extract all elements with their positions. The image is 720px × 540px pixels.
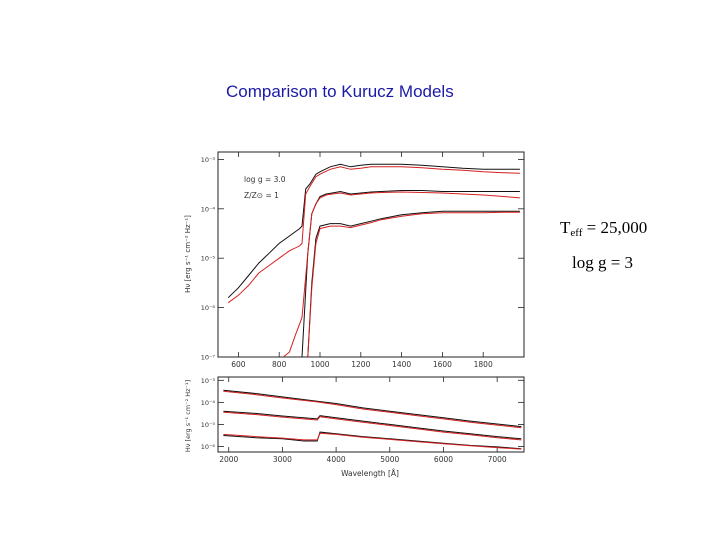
top-x-tick-label: 800 <box>272 360 287 369</box>
teff-value: = 25,000 <box>582 218 648 237</box>
bottom-plot-frame <box>217 376 525 453</box>
top-y-tick-label: 10⁻⁶ <box>201 304 216 312</box>
bottom-series-group <box>223 389 522 450</box>
bottom-series-red-1 <box>223 390 522 429</box>
bottom-series-red-5 <box>223 432 522 450</box>
bottom-y-axis-label: Hν [erg s⁻¹ cm⁻² Hz⁻¹] <box>184 380 192 452</box>
top-annotation-logg: log g = 3.0 <box>244 175 286 184</box>
bottom-x-tick-label: 7000 <box>488 455 507 464</box>
top-series-red-3 <box>282 191 520 358</box>
top-series-black-4 <box>307 210 520 358</box>
bottom-x-tick-label: 3000 <box>273 455 292 464</box>
bottom-series-black-0 <box>223 389 522 428</box>
top-y-tick-label: 10⁻⁴ <box>201 205 216 213</box>
top-plot-frame <box>217 151 525 358</box>
bottom-x-tick-label: 4000 <box>327 455 346 464</box>
bottom-series-red-3 <box>223 411 522 441</box>
bottom-y-tick-label: 10⁻⁴ <box>201 399 216 407</box>
top-x-tick-label: 1800 <box>474 360 493 369</box>
bottom-x-tick-label: 6000 <box>434 455 453 464</box>
teff-subscript: eff <box>570 227 583 239</box>
top-x-tick-label: 1200 <box>351 360 370 369</box>
top-series-red-5 <box>307 211 520 358</box>
top-x-tick-label: 1600 <box>433 360 452 369</box>
top-x-tick-label: 1000 <box>310 360 329 369</box>
slide-title: Comparison to Kurucz Models <box>226 82 454 101</box>
top-x-tick-label: 600 <box>231 360 246 369</box>
bottom-series-black-2 <box>223 410 522 440</box>
logg-annotation: log g = 3 <box>572 253 634 272</box>
bottom-axis-ticks: 2000 3000 4000 5000 6000 7000 10⁻³ 10⁻⁴ 10⁻⁵ 10⁻⁶ <box>201 377 524 464</box>
top-axis-ticks: 600 800 1000 1200 1400 1600 1800 10⁻³ 10⁻⁴ 10⁻⁵ 10… <box>201 152 524 369</box>
top-y-axis-label: Hν [erg s⁻¹ cm⁻² Hz⁻¹] <box>184 215 192 293</box>
top-series-group <box>227 163 520 358</box>
bottom-y-tick-label: 10⁻⁵ <box>201 421 216 429</box>
top-x-tick-label: 1400 <box>392 360 411 369</box>
bottom-y-tick-label: 10⁻³ <box>201 377 216 385</box>
top-annotation-metallicity: Z/Z⊙ = 1 <box>244 191 279 200</box>
teff-symbol: T <box>560 218 571 237</box>
bottom-x-axis-label: Wavelength [Å] <box>341 469 399 478</box>
top-series-black-0 <box>227 163 520 299</box>
top-y-tick-label: 10⁻⁷ <box>201 354 216 362</box>
top-series-red-1 <box>227 166 520 304</box>
bottom-x-tick-label: 5000 <box>380 455 399 464</box>
top-y-tick-label: 10⁻³ <box>201 156 216 164</box>
bottom-y-tick-label: 10⁻⁶ <box>201 443 216 451</box>
teff-annotation: Teff = 25,000 <box>560 218 647 239</box>
bottom-x-tick-label: 2000 <box>219 455 238 464</box>
top-y-tick-label: 10⁻⁵ <box>201 255 216 263</box>
